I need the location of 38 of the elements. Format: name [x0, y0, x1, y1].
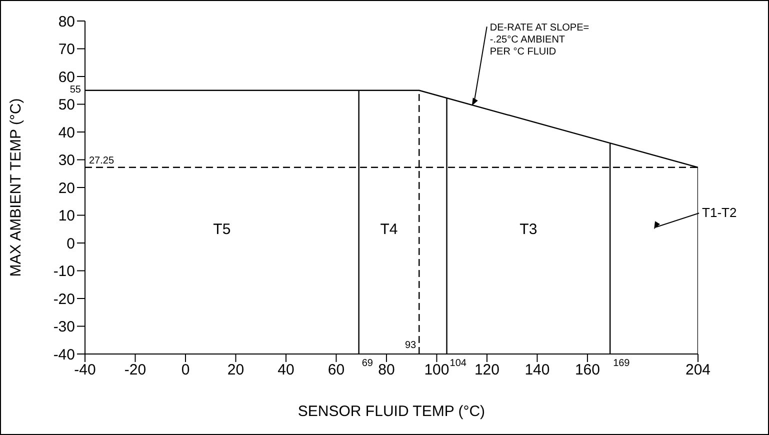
- x-axis-title: SENSOR FLUID TEMP (°C): [298, 403, 486, 420]
- x-tick-label: 140: [524, 362, 550, 379]
- y-tick-label: 70: [58, 41, 75, 58]
- annotation: 69: [362, 358, 374, 369]
- annotation: 104: [450, 358, 467, 369]
- x-tick-label: 100: [424, 362, 450, 379]
- x-tick-label: 60: [328, 362, 345, 379]
- x-tick-label: 80: [378, 362, 395, 379]
- y-tick-label: 10: [58, 208, 75, 225]
- y-tick-label: 20: [58, 180, 75, 197]
- y-tick-label: -20: [53, 290, 75, 308]
- annotation: 169: [613, 358, 630, 369]
- annotation: 27.25: [89, 155, 114, 166]
- annotation: 93: [405, 340, 417, 351]
- y-tick-label: 80: [58, 13, 75, 30]
- x-tick-label: 0: [181, 362, 190, 379]
- y-tick-label: 0: [66, 235, 75, 252]
- text: T1-T2: [702, 205, 737, 220]
- y-axis-title: MAX AMBIENT TEMP (°C): [7, 98, 24, 277]
- x-tick-label: 40: [278, 362, 294, 379]
- x-tick-label: 20: [227, 362, 244, 379]
- x-tick-label: -20: [124, 362, 146, 379]
- annotation: T3: [520, 221, 538, 238]
- x-tick-label: 204: [685, 362, 711, 379]
- y-tick-label: -40: [53, 346, 75, 364]
- y-tick-label: 30: [58, 152, 75, 170]
- x-tick-label: 120: [474, 362, 500, 379]
- y-tick-label: -30: [53, 318, 75, 336]
- annotation: 55: [70, 84, 82, 96]
- annotation: T4: [380, 221, 398, 238]
- x-tick-label: -40: [74, 362, 96, 379]
- x-tick-label: 160: [574, 362, 600, 379]
- annotation: T5: [213, 221, 231, 238]
- y-tick-label: 40: [58, 124, 75, 142]
- y-tick-label: -10: [53, 263, 75, 280]
- y-tick-label: 50: [58, 96, 75, 114]
- y-tick-label: 60: [58, 68, 75, 86]
- annotation: DE-RATE AT SLOPE= -.25°C AMBIENT PER °C FLUID: [490, 22, 590, 58]
